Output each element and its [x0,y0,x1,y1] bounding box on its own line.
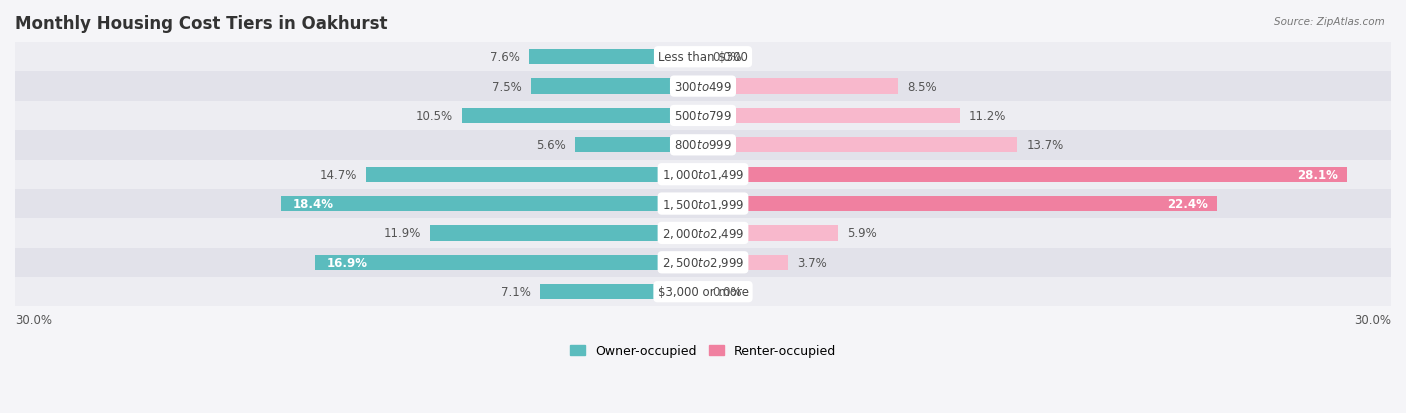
Text: 0.0%: 0.0% [713,285,742,299]
Text: $300 to $499: $300 to $499 [673,81,733,93]
Text: Source: ZipAtlas.com: Source: ZipAtlas.com [1274,17,1385,26]
Text: 18.4%: 18.4% [292,197,333,211]
Text: 14.7%: 14.7% [319,168,357,181]
Bar [703,79,898,95]
Bar [15,190,1391,219]
Bar [703,167,1347,183]
Text: 7.6%: 7.6% [489,51,520,64]
Bar [15,248,1391,277]
Text: 10.5%: 10.5% [416,110,453,123]
Text: $2,000 to $2,499: $2,000 to $2,499 [662,226,744,240]
Bar [703,197,1216,212]
Bar [366,167,703,183]
Bar [540,284,703,299]
Bar [531,79,703,95]
Text: 7.5%: 7.5% [492,81,522,93]
Bar [703,138,1017,153]
Bar [15,43,1391,72]
Legend: Owner-occupied, Renter-occupied: Owner-occupied, Renter-occupied [565,339,841,363]
Text: 8.5%: 8.5% [907,81,936,93]
Bar [529,50,703,65]
Bar [703,226,838,241]
Text: 22.4%: 22.4% [1167,197,1208,211]
Bar [575,138,703,153]
Text: 11.9%: 11.9% [384,227,420,240]
Text: 30.0%: 30.0% [15,313,52,326]
Bar [15,131,1391,160]
Text: Monthly Housing Cost Tiers in Oakhurst: Monthly Housing Cost Tiers in Oakhurst [15,15,388,33]
Bar [703,109,960,124]
Text: $1,000 to $1,499: $1,000 to $1,499 [662,168,744,182]
Text: $800 to $999: $800 to $999 [673,139,733,152]
Text: 28.1%: 28.1% [1298,168,1339,181]
Bar [15,160,1391,190]
Bar [703,255,787,270]
Text: 5.6%: 5.6% [536,139,565,152]
Text: 13.7%: 13.7% [1026,139,1063,152]
Text: 11.2%: 11.2% [969,110,1007,123]
Bar [15,277,1391,306]
Bar [463,109,703,124]
Bar [15,219,1391,248]
Text: 30.0%: 30.0% [1354,313,1391,326]
Bar [281,197,703,212]
Text: 16.9%: 16.9% [326,256,368,269]
Text: $500 to $799: $500 to $799 [673,110,733,123]
Text: $3,000 or more: $3,000 or more [658,285,748,299]
Bar [315,255,703,270]
Text: 0.0%: 0.0% [713,51,742,64]
Text: $2,500 to $2,999: $2,500 to $2,999 [662,256,744,270]
Bar [15,72,1391,102]
Text: $1,500 to $1,999: $1,500 to $1,999 [662,197,744,211]
Bar [430,226,703,241]
Bar [15,102,1391,131]
Text: 5.9%: 5.9% [848,227,877,240]
Text: 3.7%: 3.7% [797,256,827,269]
Text: Less than $300: Less than $300 [658,51,748,64]
Text: 7.1%: 7.1% [501,285,531,299]
